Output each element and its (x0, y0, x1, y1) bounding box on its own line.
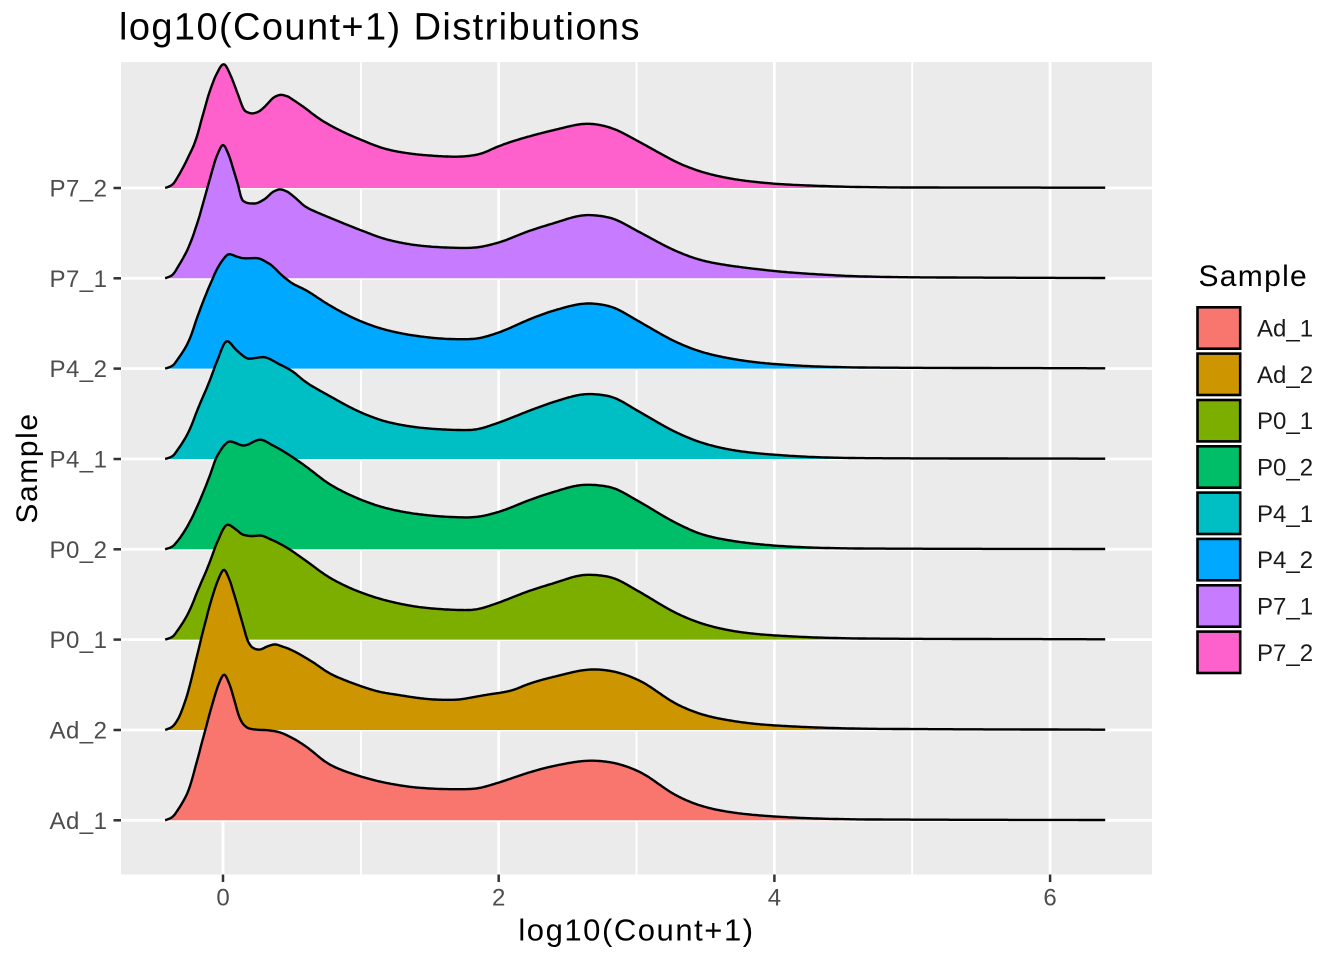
svg-text:P0_1: P0_1 (49, 627, 107, 654)
svg-text:P4_1: P4_1 (1257, 501, 1313, 528)
svg-text:Sample: Sample (11, 412, 44, 523)
svg-text:P7_2: P7_2 (49, 176, 107, 203)
svg-text:Ad_2: Ad_2 (1257, 362, 1313, 389)
svg-text:6: 6 (1043, 885, 1056, 912)
svg-text:Ad_1: Ad_1 (1257, 316, 1313, 343)
svg-text:P4_2: P4_2 (1257, 547, 1313, 574)
svg-text:Ad_1: Ad_1 (49, 808, 107, 835)
svg-text:log10(Count+1): log10(Count+1) (518, 913, 754, 948)
svg-text:P0_1: P0_1 (1257, 408, 1313, 435)
svg-text:Sample: Sample (1199, 260, 1309, 293)
svg-text:log10(Count+1) Distributions: log10(Count+1) Distributions (119, 7, 641, 49)
svg-text:P0_2: P0_2 (49, 537, 107, 564)
svg-text:P0_2: P0_2 (1257, 455, 1313, 482)
svg-text:4: 4 (768, 885, 781, 912)
svg-text:P7_2: P7_2 (1257, 640, 1313, 667)
svg-text:2: 2 (492, 885, 505, 912)
svg-text:P4_1: P4_1 (49, 447, 107, 474)
svg-text:Ad_2: Ad_2 (49, 718, 107, 745)
svg-text:P4_2: P4_2 (49, 356, 107, 383)
svg-text:0: 0 (216, 885, 229, 912)
svg-text:P7_1: P7_1 (1257, 594, 1313, 621)
svg-text:P7_1: P7_1 (49, 266, 107, 293)
